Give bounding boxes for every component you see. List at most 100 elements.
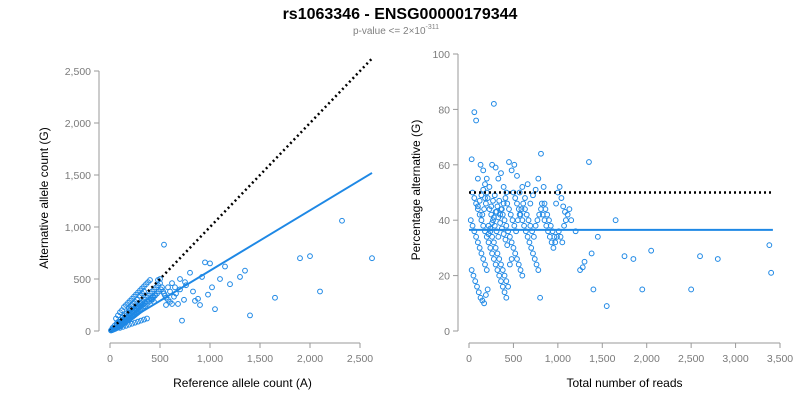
data-point <box>503 278 510 285</box>
data-point <box>498 225 505 232</box>
data-point <box>473 233 480 240</box>
data-point <box>247 312 253 319</box>
data-point <box>508 167 515 174</box>
data-point <box>500 184 507 190</box>
data-point <box>202 259 208 266</box>
data-point <box>588 250 595 257</box>
data-point <box>485 239 492 246</box>
y-tick-label: 40 <box>438 215 450 227</box>
data-point <box>546 217 552 224</box>
data-point <box>540 184 547 190</box>
data-point <box>493 208 500 215</box>
data-point <box>499 283 506 290</box>
subtitle-times: × <box>409 26 415 37</box>
data-point <box>515 261 522 268</box>
data-point <box>513 228 519 235</box>
data-point <box>469 222 476 229</box>
data-point <box>172 284 178 291</box>
data-point <box>369 255 375 262</box>
data-point <box>307 253 313 260</box>
data-point <box>558 195 565 201</box>
data-point <box>537 294 543 301</box>
x-tick-label: 0 <box>107 353 113 365</box>
data-point <box>512 195 519 201</box>
data-point <box>467 217 474 224</box>
data-point <box>524 181 531 188</box>
data-point <box>123 322 129 329</box>
data-point <box>581 258 588 265</box>
data-point <box>474 239 481 246</box>
data-point <box>509 217 516 224</box>
x-tick-label: 500 <box>151 353 169 365</box>
data-point <box>339 217 345 224</box>
data-point <box>471 228 478 235</box>
x-tick-label: 0 <box>466 353 472 365</box>
data-point <box>500 231 507 237</box>
data-point <box>217 276 223 282</box>
data-point <box>470 272 477 279</box>
data-point <box>568 217 575 224</box>
data-point <box>621 253 628 260</box>
y-tick-label: 500 <box>73 274 91 286</box>
data-point <box>492 261 499 268</box>
data-point <box>561 222 567 229</box>
data-point <box>187 269 193 276</box>
data-point <box>476 245 483 251</box>
data-point <box>487 245 494 251</box>
data-point <box>190 288 196 295</box>
data-point <box>485 222 492 229</box>
data-point <box>498 278 504 285</box>
data-point <box>531 256 538 262</box>
data-point <box>132 319 138 326</box>
data-point <box>482 292 489 298</box>
data-point <box>529 228 535 235</box>
data-point <box>515 206 522 213</box>
data-point <box>496 197 503 204</box>
data-point <box>547 222 554 229</box>
data-point <box>227 281 233 288</box>
data-point <box>530 192 536 199</box>
data-point <box>474 206 481 213</box>
chart-title: rs1063346 - ENSG00000179344 <box>283 6 518 23</box>
data-point <box>483 233 490 240</box>
data-point <box>506 206 512 213</box>
data-point <box>480 222 487 229</box>
data-point <box>527 200 534 207</box>
data-point <box>549 228 556 235</box>
data-point <box>486 206 493 213</box>
data-point <box>179 317 185 324</box>
data-point <box>489 250 496 257</box>
data-point <box>514 172 520 179</box>
data-point <box>550 245 557 251</box>
data-point <box>144 315 150 322</box>
data-point <box>560 203 567 210</box>
data-point <box>535 267 542 273</box>
data-point <box>135 318 141 325</box>
data-point <box>480 167 487 174</box>
data-point <box>517 267 524 273</box>
data-point <box>484 286 491 293</box>
data-point <box>491 222 498 229</box>
data-point <box>511 161 518 168</box>
x-axis-label: Reference allele count (A) <box>173 376 312 390</box>
data-point <box>688 286 695 293</box>
data-point <box>572 228 579 235</box>
data-point <box>501 217 508 224</box>
data-point <box>242 267 248 274</box>
data-point <box>514 256 520 262</box>
data-point <box>714 256 721 262</box>
data-point <box>538 200 545 207</box>
data-point <box>483 175 490 182</box>
data-point <box>209 284 215 291</box>
x-tick-label: 3,000 <box>722 353 748 365</box>
data-point <box>535 175 542 182</box>
data-point <box>555 228 562 235</box>
y-tick-label: 20 <box>438 271 450 283</box>
data-point <box>519 217 526 224</box>
data-point <box>501 272 508 279</box>
data-point <box>512 250 519 257</box>
data-point <box>536 211 543 218</box>
data-point <box>556 184 563 190</box>
data-point <box>126 321 132 328</box>
data-point <box>468 156 475 163</box>
